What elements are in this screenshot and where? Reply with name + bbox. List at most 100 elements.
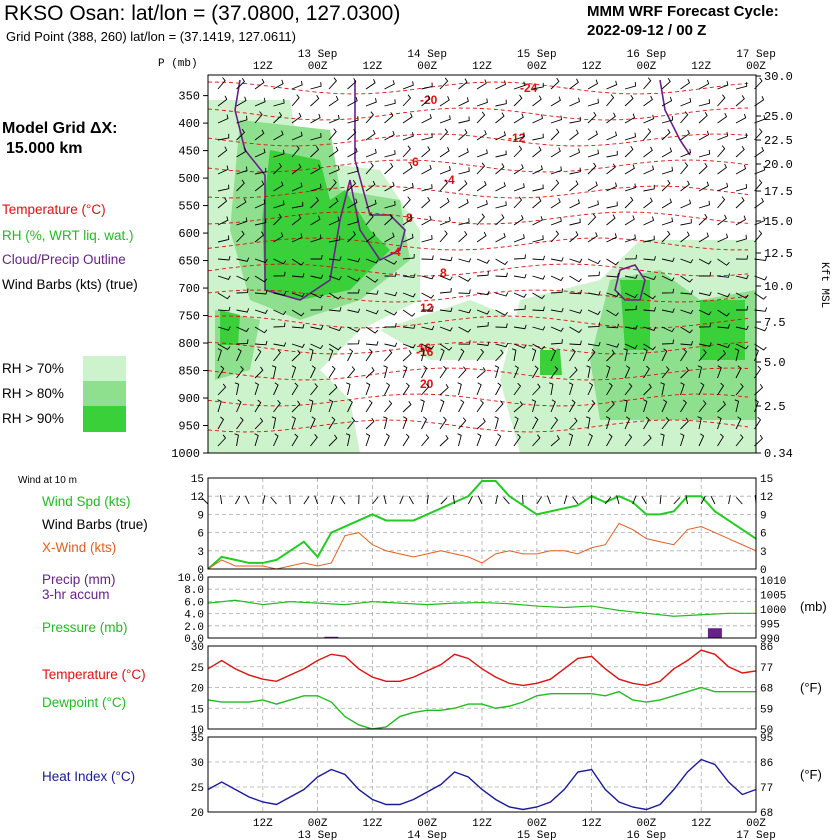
wind-barb (236, 96, 247, 107)
wind-barb (328, 216, 340, 226)
wind-barb (439, 399, 445, 413)
wind-barb (421, 82, 433, 90)
wind-barb (365, 199, 377, 209)
wind-barb (384, 150, 396, 158)
surface-wind-barb (503, 496, 510, 505)
surface-wind-barb (330, 495, 335, 505)
wind-barb (236, 326, 250, 333)
wind-barb (328, 326, 342, 332)
kft-tick-label: 25.0 (764, 110, 793, 124)
wind-barb (569, 148, 581, 158)
wind-barb (624, 215, 635, 226)
wind-barb (754, 343, 767, 351)
wind-barb (606, 400, 615, 413)
wind-barb (661, 275, 675, 282)
panel-frame (207, 477, 757, 570)
wind-barb (643, 365, 650, 379)
left-tick-label: 35 (191, 733, 204, 745)
left-tick-label: 15 (191, 474, 204, 486)
wind-barb (661, 348, 668, 362)
left-tick-label: 20 (191, 684, 204, 696)
wind-barb (236, 399, 242, 413)
temperature-label: 8 (406, 211, 413, 225)
right-tick-label: 77 (760, 783, 773, 795)
wind-barb (328, 399, 334, 413)
wind-barb (550, 179, 560, 192)
wind-barb (754, 197, 764, 209)
time-label-top: 00Z (746, 61, 766, 73)
wind-barb (643, 399, 648, 413)
wind-barb (439, 179, 448, 192)
wind-barb (569, 231, 579, 243)
time-label-bottom: 12Z (582, 818, 602, 830)
wind-barb (532, 133, 544, 141)
wind-barb (439, 230, 448, 243)
wind-barb (421, 196, 431, 209)
wind-barb (698, 181, 710, 192)
wind-barb (548, 382, 554, 396)
right-tick-label: 3 (760, 547, 767, 559)
wind-barb (587, 348, 596, 362)
wind-barb (365, 399, 373, 413)
surface-wind-barb (728, 495, 731, 505)
wind-barb (717, 112, 728, 124)
time-label-bottom: 12Z (472, 818, 492, 830)
wind-barb (606, 433, 613, 447)
wind-barb (569, 399, 576, 413)
surface-wind-barb (303, 496, 310, 505)
wind-barb (698, 79, 710, 90)
wind-barb (661, 257, 675, 263)
wind-barb (532, 197, 542, 209)
wind-barb (754, 365, 762, 379)
wind-barb (347, 417, 355, 430)
wind-barb (421, 234, 433, 243)
wind-barb (735, 164, 747, 175)
date-label-top: 15 Sep (517, 49, 557, 61)
wind-barb (310, 433, 318, 447)
wind-barb (458, 129, 468, 141)
wind-barb (754, 77, 763, 90)
wind-barb (384, 213, 394, 226)
rh70-swatch (83, 356, 126, 381)
wind-barb (254, 309, 268, 314)
wind-barb (402, 382, 410, 396)
wind-barb (754, 256, 768, 261)
wind-barb (513, 382, 522, 396)
wind-barb (347, 339, 360, 345)
wind-barb (291, 273, 305, 278)
wind-barb (605, 416, 611, 430)
wind-barb (421, 343, 435, 350)
wind-barb (236, 275, 250, 282)
wind-barb (717, 382, 725, 396)
cloud-outline (614, 264, 646, 301)
wind-barb (606, 150, 618, 158)
wind-barb (347, 275, 361, 282)
wind-barb (550, 230, 560, 243)
surface-wind-barb (220, 495, 223, 505)
left-tick-label: 25 (191, 783, 204, 795)
time-label-bottom: 00Z (308, 818, 328, 830)
time-label-bottom: 12Z (691, 818, 711, 830)
wind-barb (495, 323, 508, 328)
wind-barb (754, 307, 768, 312)
legend-dewpoint: Dewpoint (°C) (42, 695, 127, 710)
wind-barb (550, 339, 563, 345)
wind-barb (717, 94, 726, 107)
wind-barb (402, 233, 414, 243)
wind-barb (328, 128, 337, 141)
wind-barb (291, 163, 302, 175)
wind-barb (254, 275, 268, 283)
time-label-top: 12Z (472, 61, 492, 73)
kft-tick-label: 20.0 (764, 158, 793, 172)
wind-barb (495, 382, 502, 396)
wind-barb (569, 326, 582, 334)
wind-barb (717, 365, 722, 379)
wind-barb (532, 326, 546, 331)
wind-barb (754, 115, 766, 124)
left-tick-label: 6 (197, 529, 204, 541)
wind-barb (494, 365, 500, 379)
wind-barb (606, 258, 619, 266)
wind-barb (439, 128, 449, 141)
left-tick-label: 10 (191, 725, 204, 737)
wind-barb (439, 256, 453, 262)
